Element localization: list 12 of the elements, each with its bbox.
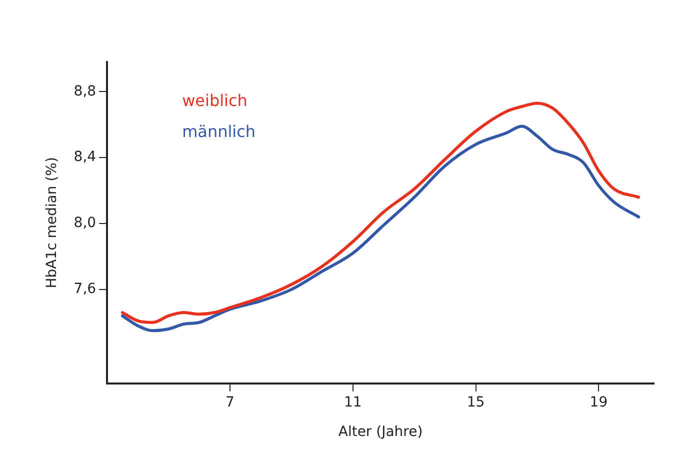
x-tick-label: 15 (466, 394, 485, 410)
text: männlich (182, 122, 256, 142)
y-tick-label: 8,0 (74, 215, 96, 232)
x-tick-label: 19 (590, 394, 608, 410)
y-tick-label: 7,6 (74, 281, 96, 298)
x-tick-label: 7 (226, 394, 234, 410)
x-axis-title: Alter (Jahre) (338, 424, 423, 440)
y-axis-title: HbA1c median (%) (44, 157, 60, 288)
text: weiblich (182, 91, 248, 110)
x-tick-label: 11 (344, 394, 362, 410)
y-tick-label: 8,8 (74, 83, 96, 100)
y-tick-label: 8,4 (74, 149, 96, 166)
